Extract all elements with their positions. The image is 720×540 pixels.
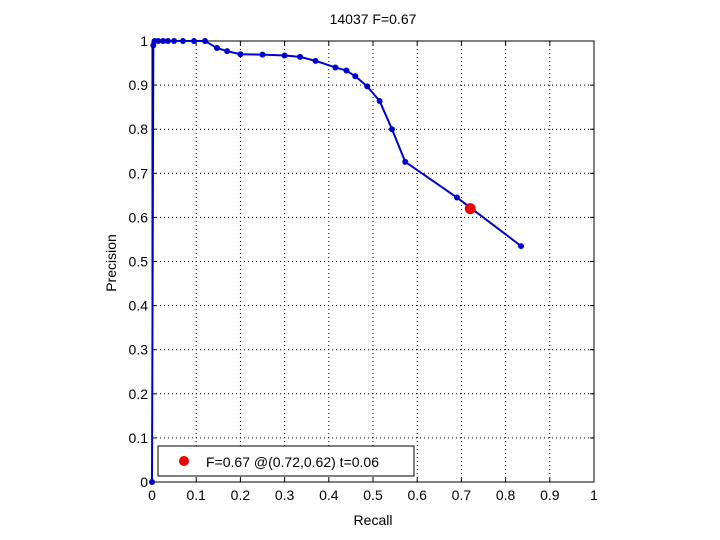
legend-marker xyxy=(179,456,189,466)
pr-curve-point xyxy=(332,64,339,71)
x-axis-ticks: 0 0.1 0.2 0.3 0.4 0.5 0.6 0.7 0.8 0.9 1 xyxy=(148,41,598,503)
pr-curve-point xyxy=(213,45,220,52)
pr-curve-point xyxy=(312,57,319,64)
y-tick-label: 0.4 xyxy=(129,298,149,314)
pr-curve-point xyxy=(376,97,383,104)
legend-box xyxy=(157,445,415,477)
x-tick-label: 0.8 xyxy=(496,487,516,503)
pr-curve-point xyxy=(224,48,231,55)
pr-curve-point xyxy=(297,53,304,60)
y-axis-label: Precision xyxy=(103,234,119,292)
legend: F=0.67 @(0.72,0.62) t=0.06 xyxy=(157,445,415,477)
pr-curve-point xyxy=(149,479,155,485)
chart-title: 14037 F=0.67 xyxy=(330,11,417,27)
y-tick-label: 0.7 xyxy=(129,165,149,181)
pr-curve-point xyxy=(364,83,371,90)
series-layer xyxy=(149,38,525,485)
x-tick-label: 0.9 xyxy=(540,487,560,503)
pr-curve-point xyxy=(179,38,186,44)
y-tick-label: 0.6 xyxy=(129,209,149,225)
x-tick-label: 0.6 xyxy=(407,487,427,503)
pr-curve-point xyxy=(259,51,266,58)
pr-curve-point xyxy=(281,52,288,59)
x-tick-label: 0.2 xyxy=(231,487,251,503)
pr-curve-point xyxy=(518,243,525,250)
y-tick-label: 0.2 xyxy=(129,386,149,402)
pr-curve-point xyxy=(352,73,359,80)
legend-label: F=0.67 @(0.72,0.62) t=0.06 xyxy=(206,454,379,470)
pr-curve-point xyxy=(171,38,178,44)
y-axis-ticks: 0 0.1 0.2 0.3 0.4 0.5 0.6 0.7 0.8 0.9 1 xyxy=(129,33,594,490)
grid-lines xyxy=(152,41,594,482)
x-tick-label: 0.7 xyxy=(452,487,472,503)
y-tick-label: 0.1 xyxy=(129,430,149,446)
pr-curve-point xyxy=(343,67,350,74)
y-tick-label: 0.5 xyxy=(129,254,149,270)
x-tick-label: 0 xyxy=(148,487,156,503)
x-tick-label: 0.5 xyxy=(363,487,383,503)
best-f-point xyxy=(464,203,476,215)
x-axis-label: Recall xyxy=(354,512,393,528)
pr-curve-point xyxy=(155,38,162,44)
y-tick-label: 0.9 xyxy=(129,77,149,93)
x-tick-label: 0.3 xyxy=(275,487,295,503)
y-tick-label: 0 xyxy=(140,474,148,490)
pr-curve-point xyxy=(237,51,244,58)
y-tick-label: 0.3 xyxy=(129,342,149,358)
pr-curve-point xyxy=(453,194,460,201)
x-tick-label: 0.4 xyxy=(319,487,339,503)
pr-curve-point xyxy=(190,38,197,44)
pr-curve-point xyxy=(389,126,396,133)
pr-curve-point xyxy=(202,38,209,44)
y-tick-label: 1 xyxy=(140,33,148,49)
pr-curve-point xyxy=(402,158,409,165)
x-tick-label: 1 xyxy=(590,487,598,503)
x-tick-label: 0.1 xyxy=(186,487,206,503)
pr-curve-point xyxy=(160,38,167,44)
pr-curve-point xyxy=(164,38,171,44)
y-tick-label: 0.8 xyxy=(129,121,149,137)
